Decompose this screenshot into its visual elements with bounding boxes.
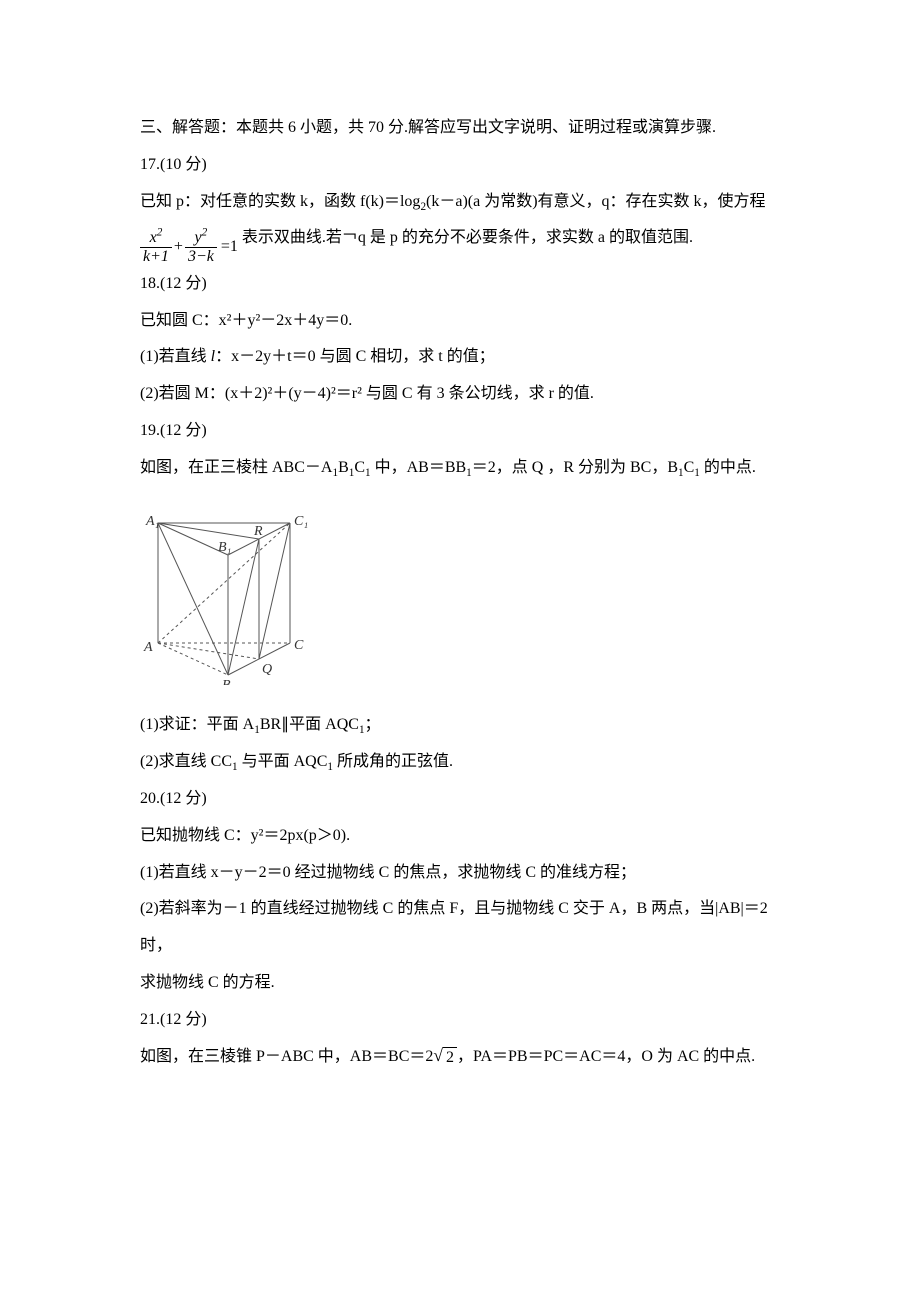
q19-l2-b: BR∥平面 AQC xyxy=(260,716,359,733)
q18-l2: (1)若直线 l：x－2y＋t＝0 与圆 C 相切，求 t 的值； xyxy=(140,339,800,376)
frac-1: x2 k+1 xyxy=(140,229,172,265)
q19-l1-c: C xyxy=(354,459,365,476)
q18-l1: 已知圆 C：x²＋y²－2x＋4y＝0. xyxy=(140,303,800,340)
q18-l2-b: ：x－2y＋t＝0 与圆 C 相切，求 t 的值； xyxy=(215,348,495,365)
q20-l3: (2)若斜率为－1 的直线经过抛物线 C 的焦点 F，且与抛物线 C 交于 A，… xyxy=(140,891,800,965)
q21-l1-a: 如图，在三棱锥 P－ABC 中，AB＝BC＝2 xyxy=(140,1048,433,1065)
sqrt-arg: 2 xyxy=(443,1047,457,1067)
label-A1: A₁ xyxy=(145,514,159,529)
q19-figure: A₁ B₁ C₁ R A B C Q xyxy=(140,495,800,700)
label-A: A xyxy=(143,640,153,655)
q19-l3-b: 与平面 AQC xyxy=(238,753,328,770)
q17-line1: 已知 p：对任意的实数 k，函数 f(k)＝log2(k－a)(a 为常数)有意… xyxy=(140,184,800,221)
plus-sign: + xyxy=(174,229,183,266)
q19-l2-c: ； xyxy=(365,716,381,733)
q19-l3: (2)求直线 CC1 与平面 AQC1 所成角的正弦值. xyxy=(140,744,800,781)
q19-l2: (1)求证：平面 A1BR∥平面 AQC1； xyxy=(140,707,800,744)
frac2-den-k: k xyxy=(207,248,214,265)
label-R: R xyxy=(253,524,263,539)
frac1-num: x xyxy=(150,229,157,246)
q20-l2: (1)若直线 x－y－2＝0 经过抛物线 C 的焦点，求抛物线 C 的准线方程； xyxy=(140,855,800,892)
eq-one: =1 xyxy=(221,229,238,266)
q19-l3-a: (2)求直线 CC xyxy=(140,753,232,770)
label-Q: Q xyxy=(262,662,272,677)
q19-l3-c: 所成角的正弦值. xyxy=(333,753,453,770)
q19-l1-d: 中，AB＝BB xyxy=(371,459,467,476)
q19-l1-g: 的中点. xyxy=(700,459,756,476)
q19-l1-f: C xyxy=(684,459,695,476)
q17-line1-b: (k－a)(a 为常数)有意义，q：存在实数 k，使方程 xyxy=(426,193,766,210)
q20-head: 20.(12 分) xyxy=(140,781,800,818)
q17-head: 17.(10 分) xyxy=(140,147,800,184)
q20-l1: 已知抛物线 C：y²＝2px(p＞0). xyxy=(140,818,800,855)
label-C1: C₁ xyxy=(294,514,308,529)
prism-svg: A₁ B₁ C₁ R A B C Q xyxy=(140,495,308,685)
q19-l1-b: B xyxy=(338,459,349,476)
frac1-den-plus1: +1 xyxy=(150,248,169,265)
q17-equation: x2 k+1 + y2 3−k =1 xyxy=(140,229,238,266)
q19-l1-e: ＝2，点 Q ，R 分别为 BC，B xyxy=(472,459,678,476)
q21-head: 21.(12 分) xyxy=(140,1002,800,1039)
section-header: 三、解答题：本题共 6 小题，共 70 分.解答应写出文字说明、证明过程或演算步… xyxy=(140,110,800,147)
frac2-num: y xyxy=(195,229,202,246)
q19-head: 19.(12 分) xyxy=(140,413,800,450)
q19-l2-a: (1)求证：平面 A xyxy=(140,716,254,733)
label-B: B xyxy=(222,678,231,685)
radical-sign: √ xyxy=(433,1047,443,1065)
sqrt-2: √2 xyxy=(433,1047,457,1067)
q19-l1: 如图，在正三棱柱 ABC－A1B1C1 中，AB＝BB1＝2，点 Q ，R 分别… xyxy=(140,450,800,487)
q18-l3: (2)若圆 M：(x＋2)²＋(y－4)²＝r² 与圆 C 有 3 条公切线，求… xyxy=(140,376,800,413)
q18-head: 18.(12 分) xyxy=(140,266,800,303)
q21-l1: 如图，在三棱锥 P－ABC 中，AB＝BC＝2√2，PA＝PB＝PC＝AC＝4，… xyxy=(140,1039,800,1076)
q17-line2: x2 k+1 + y2 3−k =1 表示双曲线.若￢q 是 p 的充分不必要条… xyxy=(140,220,800,266)
q18-l2-a: (1)若直线 xyxy=(140,348,211,365)
q19-l1-a: 如图，在正三棱柱 ABC－A xyxy=(140,459,332,476)
q21-l1-b: ，PA＝PB＝PC＝AC＝4，O 为 AC 的中点. xyxy=(457,1048,755,1065)
q17-line1-a: 已知 p：对任意的实数 k，函数 f(k)＝log xyxy=(140,193,420,210)
label-B1: B₁ xyxy=(218,540,231,555)
frac-2: y2 3−k xyxy=(185,229,217,265)
q20-l4: 求抛物线 C 的方程. xyxy=(140,965,800,1002)
frac2-den-3m: 3− xyxy=(188,248,207,265)
q17-line2-tail: 表示双曲线.若￢q 是 p 的充分不必要条件，求实数 a 的取值范围. xyxy=(242,229,693,246)
label-C: C xyxy=(294,638,304,653)
